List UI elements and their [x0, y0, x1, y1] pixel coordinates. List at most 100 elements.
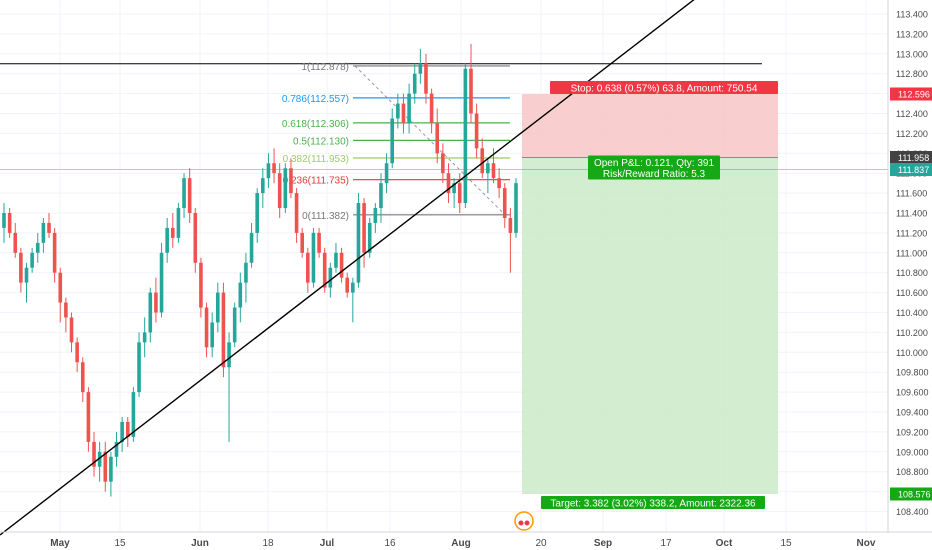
y-tick-label: 110.800: [896, 268, 928, 278]
price-tag-text: 111.837: [898, 165, 929, 175]
candle-body: [418, 63, 423, 74]
candle: [193, 208, 198, 273]
candle-body: [277, 173, 282, 209]
candle-body: [165, 227, 169, 253]
candle: [182, 173, 186, 218]
pnl-label-text: Risk/Reward Ratio: 5.3: [603, 169, 706, 180]
x-tick-label: Nov: [857, 538, 876, 549]
candle-body: [7, 213, 12, 233]
candle-body: [497, 178, 501, 189]
y-tick-label: 112.400: [896, 109, 928, 119]
candle-body: [92, 441, 96, 467]
candle-body: [452, 183, 456, 194]
candle-body: [412, 73, 417, 94]
candle: [52, 227, 57, 283]
candle: [125, 416, 130, 447]
candle-body: [255, 193, 259, 233]
candle: [86, 387, 91, 452]
candle-body: [41, 222, 46, 243]
fib-level-label: 1(112.878): [301, 62, 349, 73]
candle-body: [401, 103, 406, 124]
candle: [396, 93, 400, 129]
y-tick-label: 112.800: [896, 69, 928, 79]
candle: [390, 108, 395, 169]
candle-body: [379, 183, 383, 209]
y-tick-label: 110.400: [896, 308, 928, 318]
candle-body: [502, 188, 507, 218]
y-tick-label: 109.000: [896, 447, 929, 457]
candle: [261, 168, 265, 209]
candle-body: [311, 232, 316, 283]
candle: [469, 43, 473, 124]
x-tick-label: 15: [114, 538, 126, 549]
events-icon[interactable]: [514, 511, 534, 531]
candle-body: [367, 222, 372, 253]
candle: [103, 441, 108, 492]
candle: [356, 193, 361, 288]
candle: [92, 431, 96, 477]
candle: [80, 357, 85, 403]
y-tick-label: 112.200: [896, 129, 928, 139]
candle: [362, 198, 366, 268]
candle-body: [13, 232, 18, 253]
stop-zone: [522, 93, 778, 158]
x-tick-label: 18: [262, 538, 274, 549]
candle-body: [463, 68, 468, 204]
candle: [159, 242, 164, 318]
candle-body: [159, 252, 164, 313]
candle: [277, 163, 282, 218]
candle: [463, 63, 468, 209]
candle-body: [64, 302, 68, 318]
candle: [272, 148, 276, 184]
candle: [289, 158, 293, 199]
candle-body: [474, 113, 479, 149]
stop-label-text: Stop: 0.638 (0.57%) 63.8, Amount: 750.54: [571, 83, 758, 94]
price-tag-last: 111.837: [890, 163, 932, 177]
candle: [255, 188, 259, 243]
price-tag-stop: 112.596: [890, 87, 932, 101]
candle-body: [306, 252, 310, 283]
price-tag-text: 111.958: [898, 153, 929, 163]
y-tick-label: 109.400: [896, 408, 929, 418]
candle: [30, 247, 34, 273]
candle-body: [154, 292, 158, 313]
candle: [69, 312, 74, 353]
candle-body: [283, 168, 288, 209]
stop-label: Stop: 0.638 (0.57%) 63.8, Amount: 750.54: [550, 80, 778, 94]
candle: [2, 203, 6, 243]
x-tick-label: Aug: [451, 538, 470, 549]
y-tick-label: 113.400: [896, 10, 928, 20]
x-axis: May 15 Jun 18 Jul 16 Aug 20 Sep 17 Oct 15 Nov: [0, 531, 932, 549]
candle: [58, 267, 63, 323]
candle-body: [429, 93, 434, 124]
candle-body: [457, 183, 462, 204]
candle: [221, 282, 226, 378]
candle: [227, 332, 231, 442]
pnl-label-text: Open P&L: 0.121, Qty: 391: [594, 158, 715, 169]
fibonacci-retracement: 1(112.878) 0.786(112.557) 0.618(112.306) 0.…: [282, 62, 510, 222]
candle-body: [294, 193, 299, 233]
candle-body: [131, 392, 136, 437]
candle-body: [373, 208, 378, 223]
candle: [441, 143, 445, 184]
y-tick-label: 111.400: [896, 209, 927, 219]
candle: [367, 217, 372, 258]
candle-body: [446, 173, 451, 194]
candle-body: [80, 362, 85, 393]
candle-body: [210, 322, 214, 348]
candle-body: [75, 342, 79, 363]
candle: [334, 242, 338, 273]
candle: [502, 183, 507, 228]
candle-body: [272, 163, 276, 174]
candle: [199, 257, 203, 318]
candle-body: [69, 317, 74, 343]
candle-body: [435, 123, 440, 154]
candle: [97, 441, 102, 482]
candle-body: [334, 252, 338, 268]
candle: [474, 103, 479, 159]
x-tick-label: 17: [660, 538, 672, 549]
candle-body: [424, 63, 428, 94]
y-tick-label: 113.200: [896, 29, 928, 39]
target-label-text: Target: 3.382 (3.02%) 338.2, Amount: 232…: [550, 498, 756, 509]
